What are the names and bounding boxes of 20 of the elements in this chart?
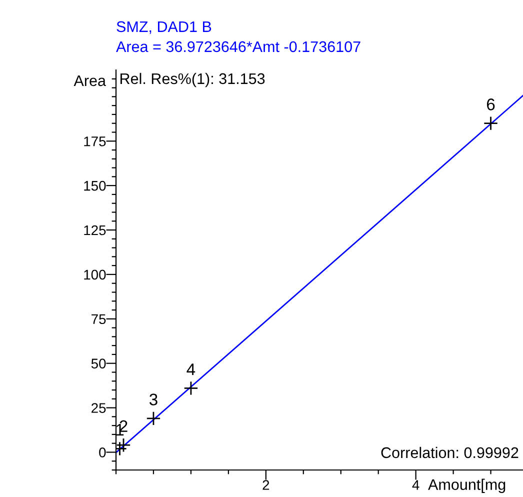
y-tick-label: 125 [84,225,106,236]
point [146,411,161,426]
y-tick-label: 0 [99,448,106,458]
y-tick-label: 25 [92,403,106,413]
annotation: 4 [186,364,196,376]
annotation: 3 [149,394,158,406]
y-axis-title: Area [74,75,106,86]
point [483,116,498,131]
point [184,380,198,396]
x-axis-title: Amount[mg [428,478,506,493]
annotation: 6 [486,98,495,110]
y-tick-label: 75 [92,314,106,324]
y-tick-label: 150 [84,180,106,191]
annotation: Rel. Res%(1): 31.153 [120,72,265,88]
chart-title: SMZ, DAD1 B [116,21,212,34]
chart-subtitle: Area = 36.9723646*Amt -0.1736107 [116,41,360,52]
annotation: Correlation: 0.99992 [381,446,518,458]
y-tick-label: 50 [91,358,106,369]
y-tick-label: 175 [84,136,106,146]
y-tick-label: 100 [84,270,106,280]
